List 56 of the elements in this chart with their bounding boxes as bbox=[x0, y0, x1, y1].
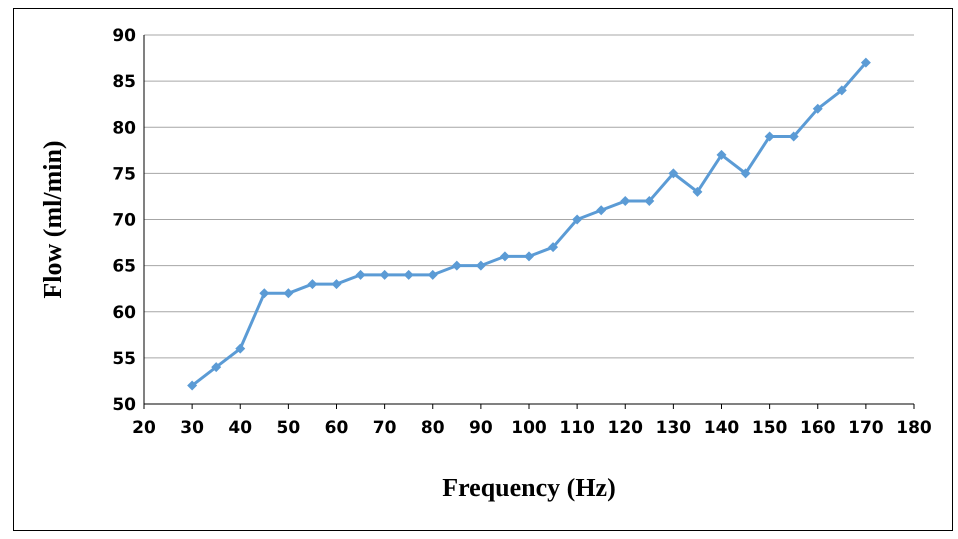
x-tick-label: 170 bbox=[848, 418, 884, 438]
point bbox=[548, 242, 558, 252]
x-tick-label: 110 bbox=[559, 418, 596, 438]
x-tick-label: 120 bbox=[608, 418, 644, 438]
y-tick-label: 65 bbox=[112, 256, 136, 277]
x-tick-label: 100 bbox=[511, 418, 547, 438]
x-tick-label: 150 bbox=[752, 418, 788, 438]
x-axis-title: Frequency (Hz) bbox=[442, 473, 616, 502]
point bbox=[620, 196, 630, 206]
point bbox=[836, 85, 847, 96]
point bbox=[187, 380, 198, 391]
y-tick-label: 60 bbox=[112, 302, 136, 323]
x-tick-label: 130 bbox=[656, 418, 692, 438]
point bbox=[692, 186, 702, 197]
x-tick-label: 60 bbox=[324, 418, 348, 438]
y-tick-label: 55 bbox=[112, 348, 136, 369]
point bbox=[716, 150, 726, 160]
point bbox=[812, 104, 823, 114]
x-tick-label: 30 bbox=[180, 418, 204, 438]
point bbox=[259, 288, 270, 298]
y-tick-label: 90 bbox=[112, 26, 136, 46]
point bbox=[452, 260, 462, 271]
point bbox=[740, 168, 751, 178]
point bbox=[644, 196, 654, 206]
point bbox=[428, 270, 438, 280]
x-tick-label: 90 bbox=[469, 418, 493, 438]
x-tick-label: 80 bbox=[420, 418, 445, 438]
point bbox=[307, 279, 318, 290]
point bbox=[500, 251, 510, 262]
y-tick-label: 75 bbox=[112, 164, 136, 184]
point bbox=[788, 131, 799, 142]
x-tick-label: 50 bbox=[276, 418, 300, 438]
x-tick-label: 20 bbox=[132, 418, 156, 438]
point bbox=[860, 58, 871, 68]
x-tick-label: 160 bbox=[800, 418, 836, 438]
y-tick-label: 70 bbox=[112, 210, 136, 231]
point bbox=[404, 270, 414, 280]
x-tick-label: 140 bbox=[704, 418, 740, 438]
point bbox=[668, 168, 678, 178]
y-axis-title: Flow (ml/min) bbox=[38, 140, 68, 299]
point bbox=[283, 288, 294, 298]
point bbox=[572, 214, 582, 224]
x-tick-label: 70 bbox=[372, 418, 397, 438]
point bbox=[235, 344, 246, 354]
y-tick-label: 80 bbox=[112, 118, 136, 138]
point bbox=[476, 260, 486, 271]
x-tick-label: 180 bbox=[896, 418, 932, 438]
point bbox=[596, 205, 606, 216]
point bbox=[211, 362, 222, 372]
point bbox=[380, 270, 390, 280]
x-tick-label: 40 bbox=[228, 418, 252, 438]
y-tick-label: 50 bbox=[112, 395, 136, 416]
y-tick-label: 85 bbox=[112, 72, 136, 92]
point bbox=[356, 270, 366, 280]
point bbox=[524, 251, 534, 262]
point bbox=[332, 279, 342, 290]
